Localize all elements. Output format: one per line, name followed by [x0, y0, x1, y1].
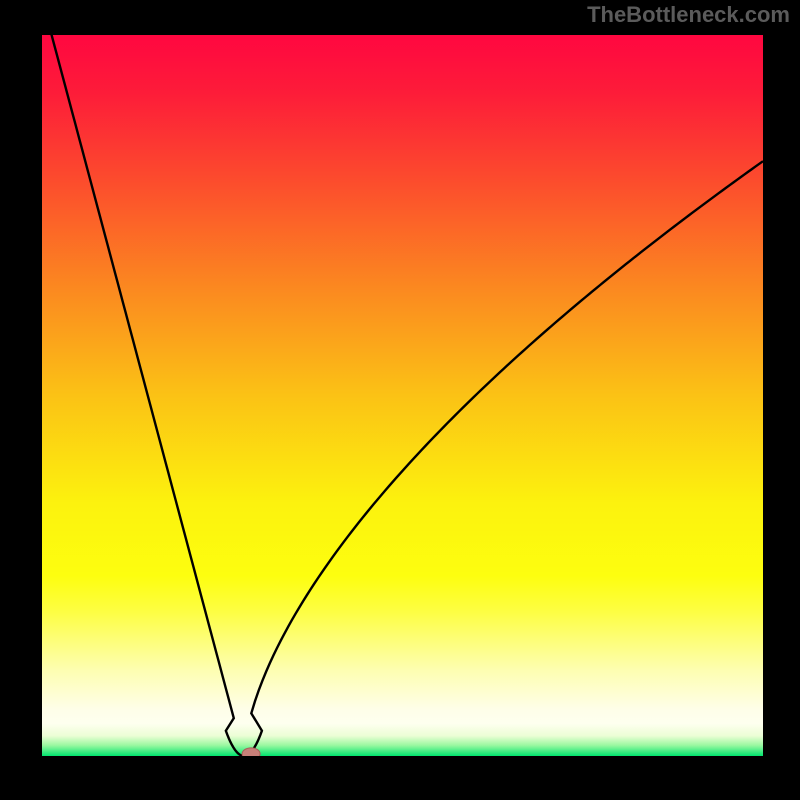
- bottleneck-chart: [0, 0, 800, 800]
- chart-container: TheBottleneck.com: [0, 0, 800, 800]
- chart-background-gradient: [42, 35, 763, 756]
- watermark-text: TheBottleneck.com: [587, 2, 790, 28]
